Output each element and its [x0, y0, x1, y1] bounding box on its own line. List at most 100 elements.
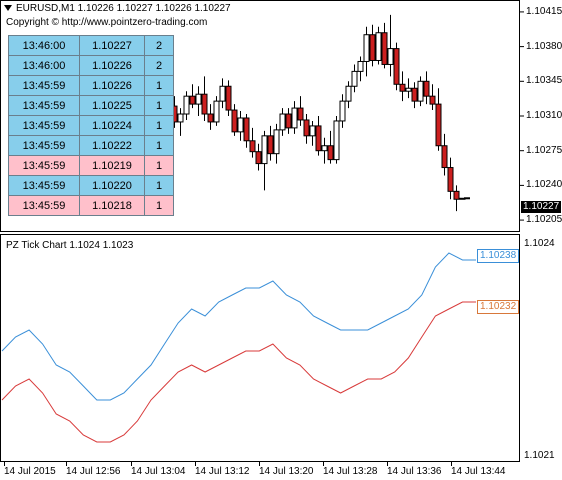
tick-time-cell: 13:45:59 — [8, 155, 80, 176]
ask-price-tag: 1.10238 — [477, 249, 520, 263]
tick-vol-cell: 1 — [144, 115, 174, 136]
time-tick-label: 14 Jul 13:04 — [131, 466, 186, 477]
candle — [357, 56, 364, 82]
candle — [195, 86, 202, 116]
indicator-title: PZ Tick Chart 1.1024 1.1023 — [6, 240, 134, 251]
tick-time-cell: 13:45:59 — [8, 195, 80, 216]
candle — [267, 125, 274, 161]
candle — [273, 123, 280, 164]
candle — [285, 108, 292, 134]
tick-row: 13:45:59 1.10218 1 — [8, 195, 174, 216]
tick-vol-cell: 1 — [144, 75, 174, 96]
tick-vol-cell: 1 — [144, 175, 174, 196]
tick-time-cell: 13:46:00 — [8, 35, 80, 56]
price-tick-label: 1.10240 — [526, 179, 562, 191]
tick-row: 13:45:59 1.10222 1 — [8, 135, 174, 156]
candle — [231, 104, 238, 136]
tick-price-cell: 1.10220 — [79, 175, 145, 196]
candle — [381, 22, 388, 69]
candle — [363, 26, 370, 77]
tick-row: 13:45:59 1.10225 1 — [8, 95, 174, 116]
tick-time-cell: 13:45:59 — [8, 175, 80, 196]
time-tick-label: 14 Jul 2015 — [4, 466, 56, 477]
time-tick-label: 14 Jul 13:20 — [259, 466, 314, 477]
tick-vol-cell: 2 — [144, 35, 174, 56]
tick-lines — [1, 252, 476, 466]
price-tick-label: 1.10345 — [526, 75, 562, 87]
candle — [261, 130, 268, 191]
candle — [447, 157, 454, 200]
indicator-pane[interactable] — [0, 234, 520, 462]
price-tick-label: 1.10380 — [526, 40, 562, 52]
tick-price-cell: 1.10226 — [79, 75, 145, 96]
candle — [453, 185, 460, 212]
candle — [411, 82, 418, 109]
tick-price-cell: 1.10222 — [79, 135, 145, 156]
candle — [189, 84, 196, 109]
candle — [351, 64, 358, 93]
current-price-tag: 1.10227 — [521, 201, 562, 213]
candle — [333, 116, 340, 164]
candle — [207, 104, 214, 130]
price-tick-label: 1.10275 — [526, 144, 562, 156]
candle — [435, 88, 442, 151]
price-tick-label: 1.10415 — [526, 5, 562, 17]
symbol-line: EURUSD,M1 1.10226 1.10227 1.10226 1.1022… — [16, 3, 231, 14]
time-tick-label: 14 Jul 13:12 — [195, 466, 250, 477]
candle — [201, 76, 208, 121]
tick-table: 13:46:00 1.10227 2 13:46:00 1.10226 2 13:45:59… — [8, 35, 174, 216]
candle — [375, 26, 382, 65]
candle — [339, 94, 346, 128]
tick-price-cell: 1.10219 — [79, 155, 145, 176]
tick-vol-cell: 1 — [144, 95, 174, 116]
tick-vol-cell: 2 — [144, 55, 174, 76]
candle — [315, 116, 322, 156]
tick-row: 13:45:59 1.10219 1 — [8, 155, 174, 176]
time-tick-label: 14 Jul 13:44 — [451, 466, 506, 477]
candle — [417, 76, 424, 107]
time-tick-label: 14 Jul 12:56 — [66, 466, 121, 477]
candle — [345, 81, 352, 109]
time-tick-label: 14 Jul 13:36 — [387, 466, 442, 477]
candle — [255, 143, 262, 171]
candle — [291, 101, 298, 134]
tick-vol-cell: 1 — [144, 155, 174, 176]
indicator-y-top: 1.1024 — [524, 238, 555, 249]
candle — [225, 80, 232, 116]
candle — [213, 96, 220, 126]
tick-row: 13:45:59 1.10226 1 — [8, 75, 174, 96]
candle — [219, 78, 226, 109]
dropdown-arrow-icon[interactable] — [4, 5, 12, 12]
price-tick-label: 1.10205 — [526, 214, 562, 226]
tick-vol-cell: 1 — [144, 135, 174, 156]
candle — [405, 78, 412, 99]
candle — [423, 71, 430, 105]
time-tick-label: 14 Jul 13:28 — [323, 466, 378, 477]
bid-price-tag: 1.10232 — [477, 300, 520, 314]
price-chart-pane[interactable] — [0, 0, 520, 232]
tick-time-cell: 13:45:59 — [8, 95, 80, 116]
price-tick-label: 1.10310 — [526, 110, 562, 121]
candle — [441, 133, 448, 176]
candle — [309, 120, 316, 146]
tick-time-cell: 13:45:59 — [8, 75, 80, 96]
tick-vol-cell: 1 — [144, 195, 174, 216]
candle — [369, 24, 376, 67]
tick-time-cell: 13:46:00 — [8, 55, 80, 76]
tick-time-cell: 13:45:59 — [8, 135, 80, 156]
tick-price-cell: 1.10225 — [79, 95, 145, 116]
candle — [387, 14, 394, 77]
ask-line — [1, 252, 476, 401]
tick-row: 13:46:00 1.10226 2 — [8, 55, 174, 76]
tick-row: 13:45:59 1.10220 1 — [8, 175, 174, 196]
candle — [237, 111, 244, 141]
tick-price-cell: 1.10224 — [79, 115, 145, 136]
candle — [243, 114, 250, 148]
tick-price-cell: 1.10226 — [79, 55, 145, 76]
bid-line — [1, 301, 476, 443]
symbol-header: EURUSD,M1 1.10226 1.10227 1.10226 1.1022… — [4, 3, 231, 14]
indicator-y-bottom: 1.1021 — [524, 450, 555, 461]
tick-row: 13:46:00 1.10227 2 — [8, 35, 174, 56]
candle — [297, 96, 304, 126]
candle — [177, 108, 184, 136]
